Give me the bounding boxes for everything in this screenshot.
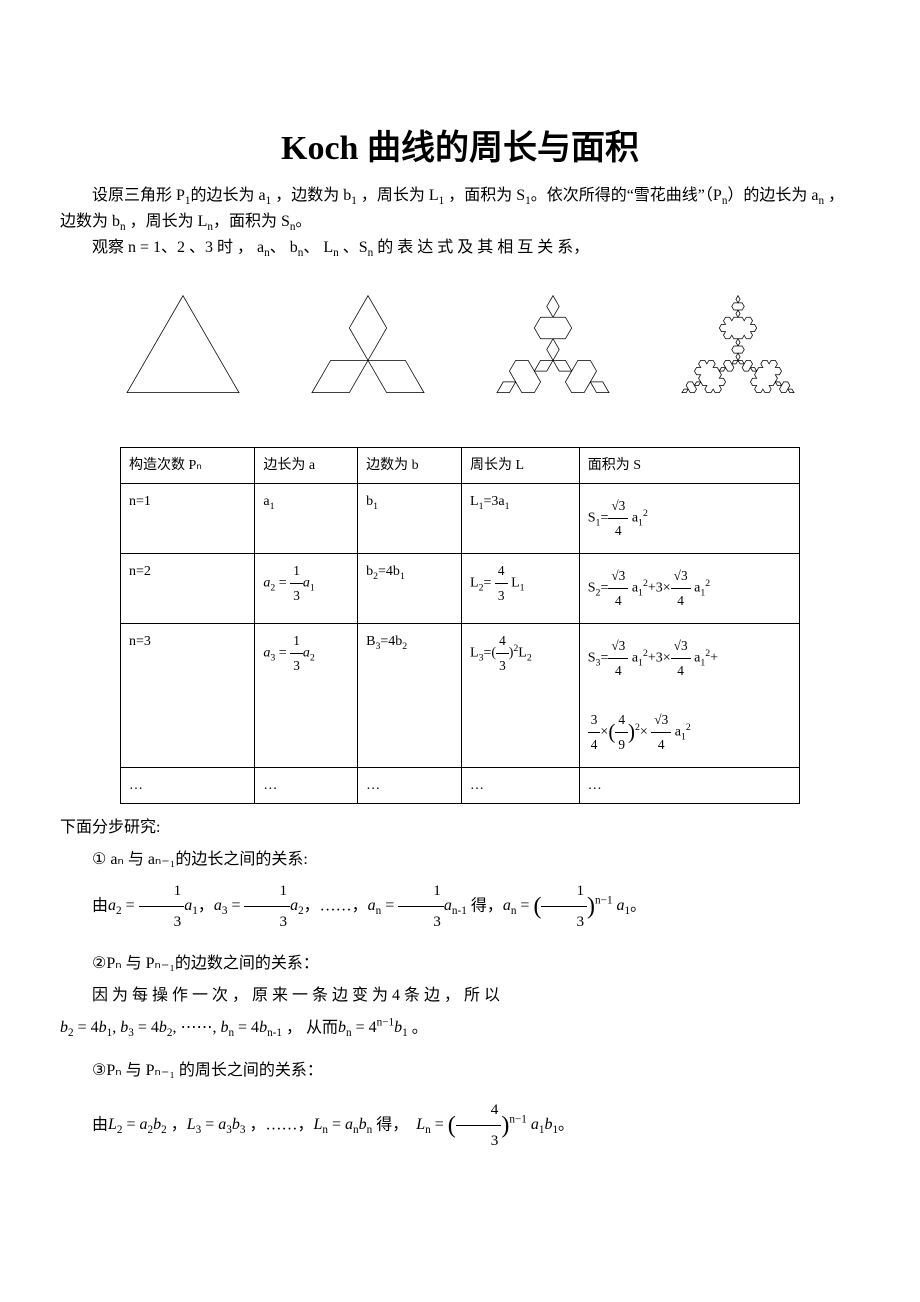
txt: ）的边长为 a <box>727 187 818 204</box>
txt: 得， <box>467 897 503 914</box>
koch-iter-2 <box>478 277 628 417</box>
th: 构造次数 Pₙ <box>121 447 255 483</box>
txt: ，面积为 S <box>444 187 525 204</box>
step-2: ②Pₙ 与 Pₙ₋₁的边数之间的关系： <box>60 948 860 980</box>
txt: ，……， <box>245 1116 313 1133</box>
txt: 由 <box>92 897 108 914</box>
txt: 下面分步研究: <box>60 812 860 844</box>
txt: ，边数为 b <box>271 187 351 204</box>
th: 周长为 L <box>462 447 580 483</box>
txt: 由 <box>92 1116 108 1133</box>
txt: ，面积为 S <box>213 213 290 230</box>
koch-figures <box>90 277 830 417</box>
th: 边数为 b <box>358 447 462 483</box>
txt: 、S <box>339 239 368 256</box>
txt: 。 <box>558 1116 574 1133</box>
txt: ， <box>167 1116 187 1133</box>
th: 面积为 S <box>579 447 799 483</box>
txt: 设原三角形 <box>92 187 176 204</box>
txt: 观察 n = 1、2 、3 时 ， a <box>92 239 264 256</box>
txt: 的 表 达 式 及 其 相 互 关 系， <box>373 239 589 256</box>
txt: 。 <box>630 897 646 914</box>
txt: 、 L <box>303 239 333 256</box>
txt: ， 从而 <box>282 1019 338 1036</box>
txt: 得， <box>372 1116 408 1133</box>
koch-iter-1 <box>293 277 443 417</box>
step-3: ③Pₙ 与 Pₙ₋₁ 的周长之间的关系： <box>60 1055 860 1087</box>
step-1: ① aₙ 与 aₙ₋₁的边长之间的关系: <box>60 844 860 876</box>
koch-iter-3 <box>663 277 813 417</box>
txt: 。 <box>295 213 311 230</box>
koch-table: 构造次数 Pₙ 边长为 a 边数为 b 周长为 L 面积为 S n=1a1b1L… <box>120 447 800 804</box>
th: 边长为 a <box>255 447 358 483</box>
txt: 的边长为 a <box>191 187 266 204</box>
txt: ， <box>198 897 214 914</box>
page-title: Koch 曲线的周长与面积 <box>60 120 860 169</box>
txt: 。 <box>408 1019 428 1036</box>
intro: 设原三角形 P1的边长为 a1 ，边数为 b1 ，周长为 L1 ，面积为 S1。… <box>60 184 860 262</box>
txt: ，周长为 L <box>357 187 439 204</box>
txt: 因 为 每 操 作 一 次 ， 原 来 一 条 边 变 为 4 条 边 ， 所 … <box>60 980 860 1012</box>
txt: 、 b <box>270 239 298 256</box>
txt: ，周长为 L <box>126 213 208 230</box>
koch-iter-0 <box>108 277 258 417</box>
txt: 。依次所得的“雪花曲线”（P <box>531 187 722 204</box>
analysis: 下面分步研究: ① aₙ 与 aₙ₋₁的边长之间的关系: 由a2 = 13a1，… <box>60 812 860 1157</box>
txt: ，……， <box>304 897 368 914</box>
